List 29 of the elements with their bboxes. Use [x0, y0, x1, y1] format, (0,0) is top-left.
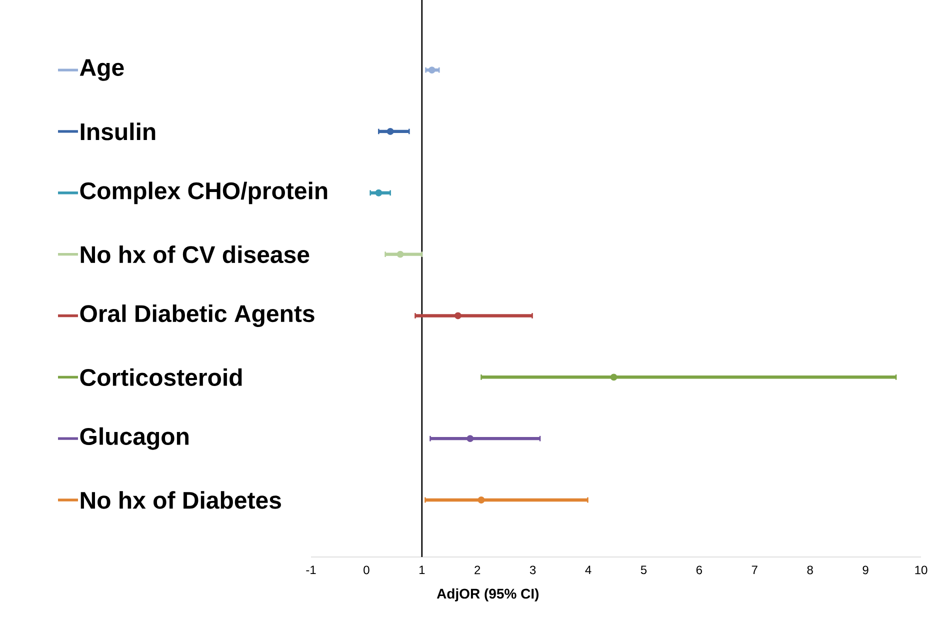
- x-tick-label: 1: [419, 566, 425, 574]
- y-tick-label: Complex CHO/protein: [80, 182, 328, 204]
- x-tick-label: 6: [696, 566, 702, 574]
- y-tick-label: Oral Diabetic Agents: [80, 304, 314, 327]
- y-tick-label: No hx of CV disease: [80, 245, 310, 264]
- point: [428, 66, 436, 74]
- x-tick-label: 4: [585, 566, 592, 574]
- y-tick-label: Age: [80, 59, 124, 81]
- y-tick-label: Insulin: [80, 122, 156, 140]
- x-tick-label: 9: [862, 566, 868, 574]
- point: [386, 128, 394, 135]
- y-tick-label: Glucagon: [80, 427, 188, 450]
- point: [454, 312, 462, 320]
- x-tick-label: 0: [364, 566, 370, 574]
- x-tick-label: 7: [752, 566, 758, 574]
- y-tick-label: Corticosteroid: [80, 368, 242, 386]
- x-tick-label: 2: [474, 566, 480, 574]
- x-tick-label: 10: [915, 566, 928, 574]
- point: [478, 496, 485, 504]
- point: [375, 189, 382, 196]
- x-tick-label: -1: [306, 566, 316, 574]
- point: [396, 250, 404, 258]
- x-axis-title: AdjOR (95% CI): [436, 588, 539, 602]
- point: [610, 374, 618, 381]
- x-tick-label: 8: [807, 566, 813, 574]
- y-tick-label: No hx of Diabetes: [80, 491, 281, 509]
- point: [466, 435, 474, 442]
- x-tick-label: 5: [640, 566, 647, 574]
- x-tick-label: 3: [530, 566, 536, 574]
